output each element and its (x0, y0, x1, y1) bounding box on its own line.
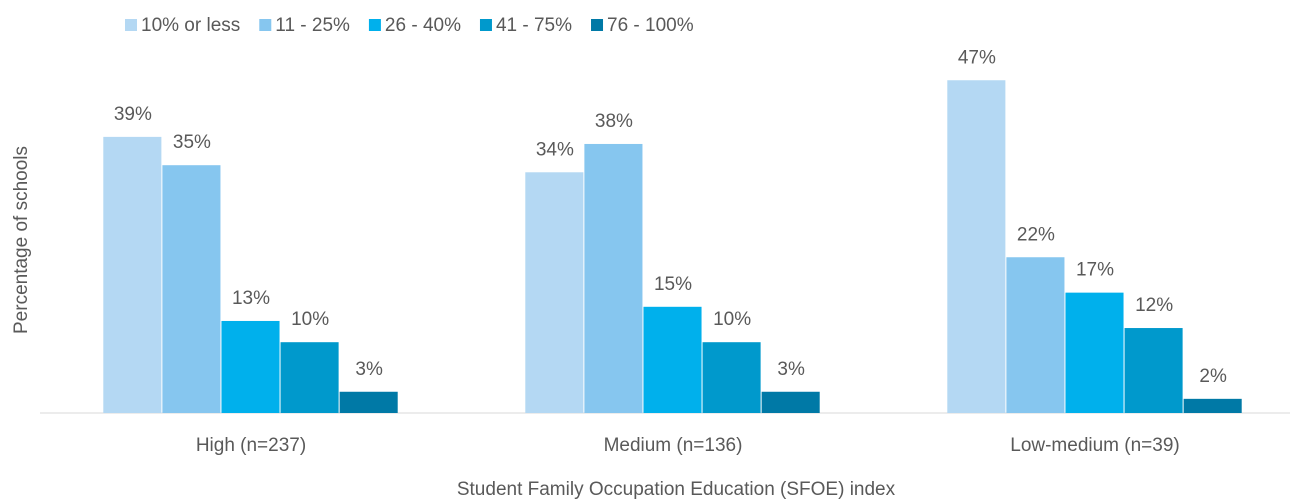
legend-label: 11 - 25% (275, 15, 350, 36)
bar (339, 391, 398, 413)
x-tick-label: High (n=237) (196, 435, 306, 456)
data-label: 10% (291, 309, 329, 330)
legend-swatch (368, 19, 381, 31)
data-label: 2% (1199, 366, 1227, 387)
bar (761, 391, 820, 413)
data-label: 10% (713, 309, 751, 330)
bar (1065, 292, 1124, 413)
bar (280, 342, 339, 413)
bar (1006, 257, 1065, 413)
data-label: 22% (1017, 224, 1055, 245)
legend-swatch (591, 19, 604, 31)
bar (702, 342, 761, 413)
legend-label: 76 - 100% (607, 15, 694, 36)
y-axis-title: Percentage of schools (11, 146, 32, 334)
data-label: 3% (355, 359, 383, 380)
x-axis-title: Student Family Occupation Education (SFO… (457, 479, 896, 500)
data-label: 15% (654, 274, 692, 295)
data-label: 13% (232, 288, 270, 309)
data-label: 3% (777, 359, 805, 380)
legend-swatch (259, 19, 272, 31)
data-label: 34% (536, 139, 574, 160)
bar (103, 136, 162, 413)
bar (525, 172, 584, 413)
data-label: 38% (595, 111, 633, 132)
legend-label: 26 - 40% (385, 15, 461, 36)
bar (162, 165, 221, 413)
legend-label: 10% or less (141, 15, 240, 36)
legend-swatch (479, 19, 492, 31)
bar (947, 80, 1006, 414)
data-label: 47% (958, 47, 996, 68)
data-label: 17% (1076, 260, 1114, 281)
legend-swatch (125, 19, 137, 31)
x-tick-label: Low-medium (n=39) (1010, 435, 1180, 456)
data-label: 12% (1135, 295, 1173, 316)
data-label: 35% (173, 132, 211, 153)
bar (584, 143, 643, 413)
x-tick-label: Medium (n=136) (604, 435, 743, 456)
bar (1124, 328, 1183, 413)
bar (1183, 398, 1242, 413)
bar (221, 320, 280, 413)
data-label: 39% (114, 104, 152, 125)
bar (643, 306, 702, 413)
legend-label: 41 - 75% (496, 15, 572, 36)
